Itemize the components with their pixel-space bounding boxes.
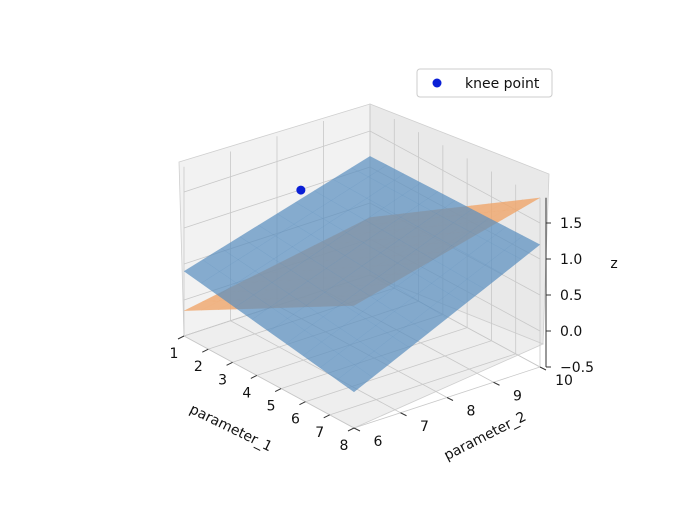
y-tick-mark	[400, 412, 407, 417]
y-tick-label: 8	[467, 404, 476, 420]
x-tick-label: 1	[170, 346, 179, 362]
y-tick-mark	[493, 381, 500, 386]
z-axis-label: z	[610, 256, 617, 272]
z-tick-label: 1.0	[560, 252, 582, 268]
x-axis-label: parameter_1	[187, 402, 275, 456]
x-tick-label: 8	[340, 438, 349, 454]
x-tick-label: 2	[194, 359, 203, 375]
blue-surface	[183, 155, 541, 393]
x-tick-mark	[250, 374, 258, 379]
y-axis-label: parameter_2	[442, 409, 529, 464]
x-tick-mark	[299, 401, 306, 406]
y-tick-mark	[353, 427, 361, 432]
x-tick-mark	[323, 414, 330, 419]
surface-cell	[504, 235, 541, 260]
surfaces	[183, 155, 541, 393]
y-tick-label: 6	[374, 434, 383, 450]
x-tick-mark	[226, 361, 233, 366]
x-tick-label: 7	[315, 425, 324, 441]
y-tick-label: 9	[513, 388, 522, 404]
surface-cell	[504, 197, 541, 211]
legend-marker	[432, 78, 442, 88]
legend-label: knee point	[465, 76, 540, 92]
legend-box	[416, 68, 553, 98]
x-tick-mark	[347, 427, 355, 432]
x-tick-mark	[177, 335, 185, 340]
z-tick-label: 0.0	[560, 324, 582, 340]
x-tick-label: 5	[267, 399, 276, 415]
x-tick-mark	[202, 348, 209, 353]
knee-point-marker	[296, 185, 306, 195]
x-tick-label: 6	[291, 412, 300, 428]
x-tick-label: 3	[218, 372, 227, 388]
z-tick-label: −0.5	[560, 360, 594, 376]
legend: knee point	[416, 68, 553, 98]
y-tick-mark	[539, 366, 547, 371]
x-tick-label: 4	[242, 385, 251, 401]
z-tick-label: 0.5	[560, 288, 582, 304]
z-tick-label: 1.5	[560, 216, 582, 232]
y-tick-label: 10	[555, 373, 573, 389]
y-tick-label: 7	[420, 419, 429, 435]
z-gridline	[183, 130, 541, 224]
y-tick-mark	[446, 397, 454, 401]
x-tick-mark	[274, 388, 282, 393]
